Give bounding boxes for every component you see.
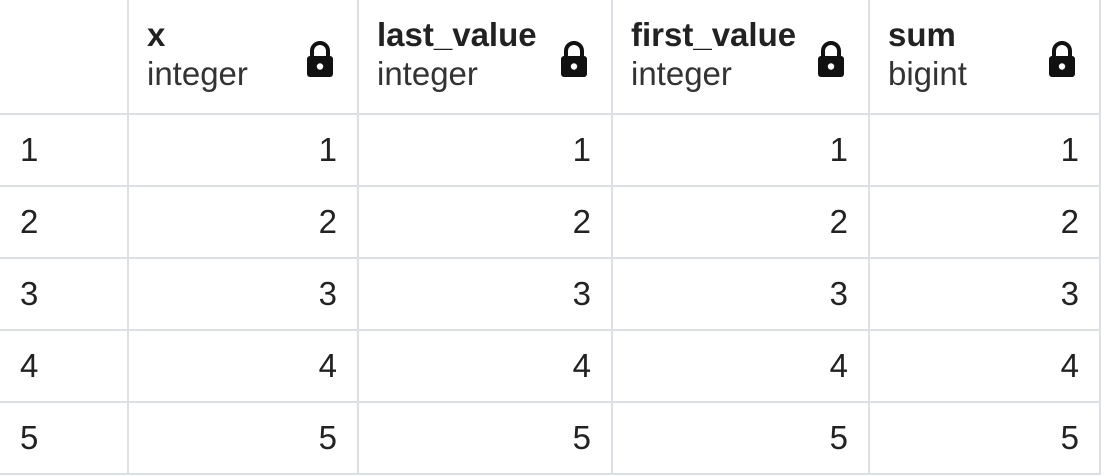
table-row[interactable]: 3 3 3 3 3 [0, 257, 1101, 331]
column-header-first-value[interactable]: first_value integer [611, 0, 870, 115]
table-row[interactable]: 5 5 5 5 5 [0, 401, 1101, 475]
column-type: integer [631, 55, 732, 92]
lock-icon [561, 41, 587, 77]
column-header-last-value[interactable]: last_value integer [357, 0, 613, 115]
cell-last-value[interactable]: 5 [357, 401, 613, 475]
cell-first-value[interactable]: 2 [611, 185, 870, 259]
lock-icon [307, 41, 333, 77]
cell-sum[interactable]: 4 [868, 329, 1101, 403]
column-type: bigint [888, 55, 967, 92]
cell-first-value[interactable]: 5 [611, 401, 870, 475]
column-type: integer [147, 55, 248, 92]
column-name: last_value [377, 16, 537, 53]
row-number[interactable]: 2 [0, 185, 129, 259]
column-header-x[interactable]: x integer [127, 0, 359, 115]
cell-last-value[interactable]: 4 [357, 329, 613, 403]
cell-first-value[interactable]: 4 [611, 329, 870, 403]
cell-x[interactable]: 1 [127, 113, 359, 187]
row-number[interactable]: 3 [0, 257, 129, 331]
cell-x[interactable]: 3 [127, 257, 359, 331]
cell-last-value[interactable]: 2 [357, 185, 613, 259]
column-name: sum [888, 16, 956, 53]
cell-sum[interactable]: 1 [868, 113, 1101, 187]
row-number[interactable]: 5 [0, 401, 129, 475]
table-row[interactable]: 4 4 4 4 4 [0, 329, 1101, 403]
table-row[interactable]: 1 1 1 1 1 [0, 113, 1101, 187]
cell-sum[interactable]: 2 [868, 185, 1101, 259]
cell-sum[interactable]: 5 [868, 401, 1101, 475]
cell-last-value[interactable]: 1 [357, 113, 613, 187]
column-type: integer [377, 55, 478, 92]
cell-last-value[interactable]: 3 [357, 257, 613, 331]
table-row[interactable]: 2 2 2 2 2 [0, 185, 1101, 259]
cell-x[interactable]: 4 [127, 329, 359, 403]
row-number[interactable]: 1 [0, 113, 129, 187]
row-number-header [0, 0, 129, 115]
column-header-sum[interactable]: sum bigint [868, 0, 1101, 115]
cell-x[interactable]: 5 [127, 401, 359, 475]
column-name: first_value [631, 16, 797, 53]
cell-sum[interactable]: 3 [868, 257, 1101, 331]
cell-first-value[interactable]: 3 [611, 257, 870, 331]
cell-x[interactable]: 2 [127, 185, 359, 259]
lock-icon [1049, 41, 1075, 77]
column-name: x [147, 16, 166, 53]
cell-first-value[interactable]: 1 [611, 113, 870, 187]
row-number[interactable]: 4 [0, 329, 129, 403]
lock-icon [818, 41, 844, 77]
header-row: x integer last_value integer [0, 0, 1101, 115]
